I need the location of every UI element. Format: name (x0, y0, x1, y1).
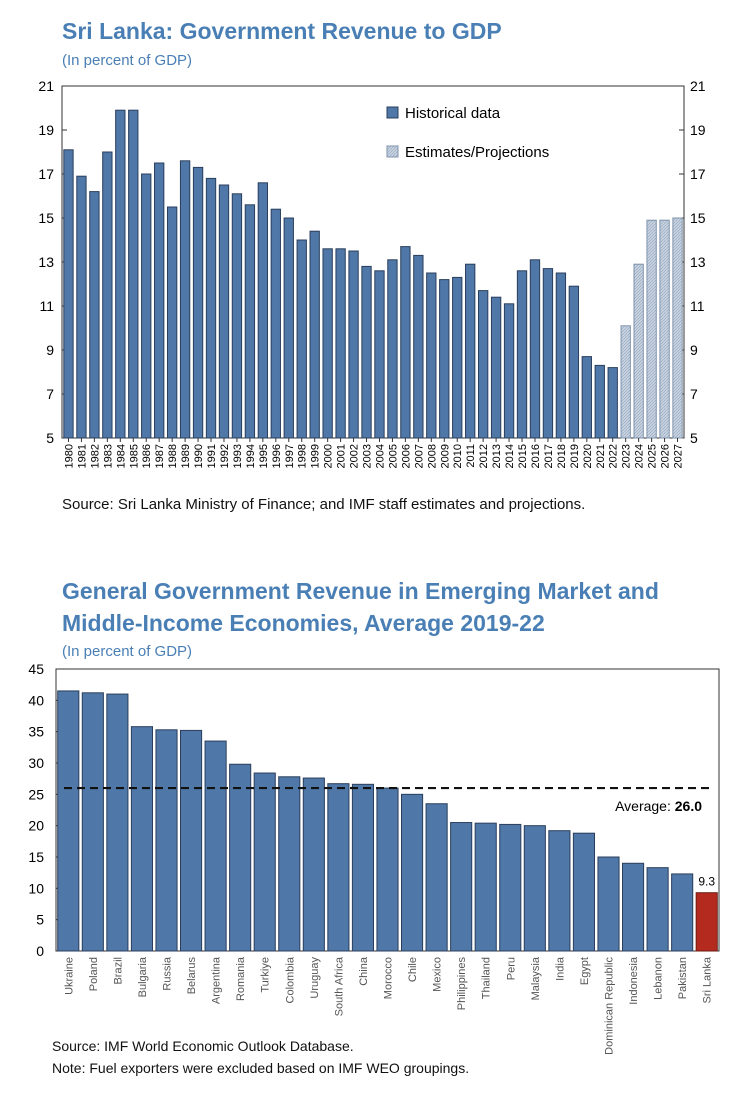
chart2-bar-highlight (696, 893, 717, 951)
chart2-ytick-label: 10 (28, 880, 44, 896)
chart2-ytick-label: 30 (28, 755, 44, 771)
chart2-ytick-label: 45 (28, 661, 44, 677)
chart2-bar (426, 804, 447, 951)
chart2-note: Note: Fuel exporters were excluded based… (52, 1060, 469, 1076)
chart2-ytick-label: 40 (28, 692, 44, 708)
chart2-xtick-label: Argentina (211, 956, 223, 1004)
chart2-xtick-label: Colombia (284, 956, 296, 1003)
chart2-bar (180, 730, 201, 951)
chart2-bar (131, 727, 152, 951)
chart2-xtick-label: Thailand (481, 957, 493, 999)
chart2-xtick-label: Philippines (456, 957, 468, 1011)
chart2-xtick-label: Chile (407, 957, 419, 982)
chart2-xtick-label: Dominican Republic (604, 957, 616, 1055)
chart2-bar (303, 778, 324, 951)
chart2-bar (205, 741, 226, 951)
chart2-bar (549, 831, 570, 951)
chart2-xtick-label: Ukraine (63, 957, 75, 995)
chart2-xtick-label: Peru (505, 957, 517, 980)
chart2-bar (352, 784, 373, 951)
chart2-bar (377, 788, 398, 951)
chart2-xtick-label: Brazil (112, 957, 124, 985)
chart2-xtick-label: Lebanon (653, 957, 665, 1000)
chart2-source: Source: IMF World Economic Outlook Datab… (52, 1038, 354, 1054)
chart2-bar (254, 773, 275, 951)
chart2-xtick-label: Russia (162, 956, 174, 991)
chart2-xtick-label: Mexico (432, 957, 444, 992)
chart2-bar (598, 857, 619, 951)
chart2-xtick-label: Poland (88, 957, 100, 991)
chart2-highlight-value-label: 9.3 (698, 875, 715, 889)
chart2-xtick-label: Bulgaria (137, 956, 149, 997)
chart2-ytick-label: 20 (28, 818, 44, 834)
chart2-xtick-label: Turkiye (260, 957, 272, 993)
chart2-bar (328, 784, 349, 951)
chart2-bar (475, 823, 496, 951)
chart2-bar (672, 874, 693, 951)
chart2-xtick-label: Belarus (186, 957, 198, 995)
chart2-average-label: Average: 26.0 (615, 798, 702, 814)
chart2-xtick-label: South Africa (333, 956, 345, 1016)
chart2-bar (230, 764, 251, 951)
chart2-bar (107, 694, 128, 951)
chart2-xtick-label: Egypt (579, 957, 591, 985)
chart2-ytick-label: 5 (36, 912, 44, 928)
chart2-bar (156, 730, 177, 951)
chart2-xtick-label: Pakistan (677, 957, 689, 999)
chart2-ytick-label: 15 (28, 849, 44, 865)
chart2-bar (451, 823, 472, 951)
chart2-xtick-label: Romania (235, 956, 247, 1001)
chart2-ytick-label: 0 (36, 943, 44, 959)
chart2-xtick-label: Uruguay (309, 957, 321, 999)
chart2-bar (573, 833, 594, 951)
chart2-xtick-label: Indonesia (628, 956, 640, 1005)
chart2-ytick-label: 35 (28, 724, 44, 740)
chart2-xtick-label: Malaysia (530, 956, 542, 1000)
chart2-xtick-label: Morocco (383, 957, 395, 999)
chart2-bar (500, 824, 521, 951)
chart2-bar (82, 693, 103, 951)
chart2-xtick-label: China (358, 956, 370, 986)
chart2-xtick-label: India (554, 956, 566, 981)
chart2-bar (647, 868, 668, 951)
chart2-ytick-label: 25 (28, 786, 44, 802)
chart2-bar (622, 863, 643, 951)
chart2-bar (401, 794, 422, 951)
chart2-bar (58, 691, 79, 951)
chart2-xtick-label: Sri Lanka (702, 956, 714, 1003)
chart2-bar (279, 777, 300, 951)
chart2-bar (524, 826, 545, 951)
chart2-plot: 0 5 10 15 20 25 30 35 40 45 Ukraine Poland Brazil Bul… (0, 0, 756, 1110)
